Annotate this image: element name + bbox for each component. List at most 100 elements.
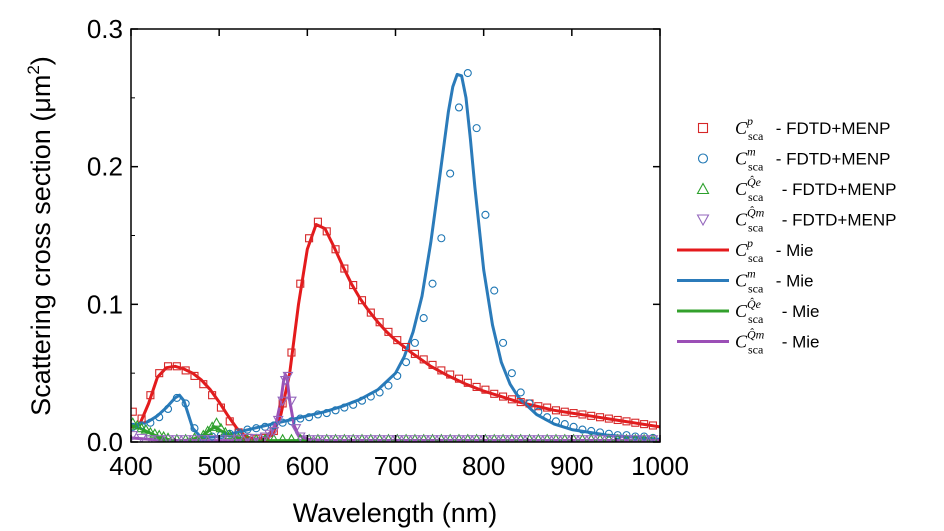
data-point <box>131 419 143 430</box>
data-point <box>383 435 394 442</box>
axes: 400 500 600 700 800 900 1000 0.0 0.1 0.2 0.3 <box>87 14 689 481</box>
legend-label: Cm sca - Mie <box>735 267 814 296</box>
data-point <box>172 393 181 402</box>
data-point <box>444 435 456 442</box>
data-point <box>131 407 137 416</box>
data-point <box>428 279 437 288</box>
data-point <box>594 435 606 442</box>
data-point <box>197 435 209 442</box>
data-point <box>472 382 481 391</box>
data-point <box>471 435 483 442</box>
legend-marker <box>697 153 709 164</box>
data-point <box>282 371 294 382</box>
data-point <box>409 435 421 442</box>
data-point <box>490 389 499 398</box>
data-point <box>340 264 349 273</box>
data-point <box>454 103 464 112</box>
data-point <box>481 385 490 394</box>
x-axis-label: Wavelength (nm) <box>293 498 498 528</box>
data-point <box>155 413 164 422</box>
legend-label: Cp sca - FDTD+MENP <box>735 114 890 143</box>
data-point <box>595 413 605 422</box>
data-point <box>272 415 284 426</box>
data-point <box>286 433 297 442</box>
data-point <box>427 435 438 442</box>
data-point <box>131 422 137 431</box>
data-point <box>516 398 525 407</box>
data-point <box>199 380 208 389</box>
data-point <box>263 429 275 440</box>
data-point <box>578 410 587 419</box>
data-point <box>543 403 552 412</box>
series-line-0 <box>131 223 660 441</box>
data-point <box>638 435 650 442</box>
data-point <box>419 355 428 364</box>
data-point <box>136 422 148 433</box>
data-point <box>278 399 287 408</box>
data-point <box>356 435 368 442</box>
data-point <box>208 391 217 400</box>
data-point <box>499 392 508 401</box>
data-point <box>604 414 613 423</box>
legend-item: Cp sca - FDTD+MENP <box>697 114 890 143</box>
y-axis-label: Scattering cross section (μm2) <box>24 56 56 416</box>
plot-frame <box>130 28 661 443</box>
data-point <box>410 338 419 347</box>
data-point <box>287 348 296 357</box>
data-point <box>578 425 587 434</box>
data-point <box>621 435 632 442</box>
data-point <box>534 402 543 411</box>
data-point <box>305 234 314 243</box>
data-point <box>640 420 649 429</box>
data-point <box>375 388 384 397</box>
data-point <box>146 418 155 427</box>
data-point <box>215 422 227 433</box>
data-point <box>499 338 508 347</box>
data-point <box>507 395 516 404</box>
legend-item: CQ̂m sca - Mie <box>677 327 820 357</box>
data-point <box>330 435 341 442</box>
data-point <box>410 349 419 358</box>
data-point <box>290 424 302 434</box>
data-point <box>559 435 571 442</box>
data-point <box>648 421 657 430</box>
data-point <box>322 227 331 236</box>
data-point <box>560 407 569 416</box>
data-point <box>155 369 164 378</box>
data-point <box>216 403 225 412</box>
data-point <box>322 409 331 418</box>
legend-label: CQ̂m sca - Mie <box>735 327 820 356</box>
data-point <box>393 371 402 380</box>
data-point <box>225 417 234 426</box>
data-point <box>277 433 288 442</box>
data-point <box>490 286 499 295</box>
legend-label: Cm sca - FDTD+MENP <box>735 145 890 174</box>
data-point <box>551 417 561 426</box>
data-point <box>153 429 165 440</box>
legend-label: Cp sca - Mie <box>735 236 814 265</box>
data-point <box>488 435 500 442</box>
data-point <box>181 399 190 408</box>
data-point <box>481 210 490 219</box>
legend-item: Cp sca - Mie <box>677 236 814 265</box>
legend-item: CQ̂e sca - FDTD+MENP <box>696 175 896 204</box>
data-point <box>446 169 455 178</box>
data-point <box>180 435 192 442</box>
data-point <box>437 234 446 243</box>
data-point <box>241 433 253 442</box>
x-tick-label: 400 <box>109 451 152 481</box>
data-point <box>233 435 245 442</box>
data-point <box>418 435 430 442</box>
legend-marker <box>697 122 709 134</box>
data-point <box>400 435 412 442</box>
data-point <box>532 435 544 442</box>
data-point <box>472 124 481 133</box>
legend-label: CQ̂e sca - FDTD+MENP <box>735 175 896 204</box>
data-point <box>172 362 181 371</box>
data-point <box>550 435 562 442</box>
data-point <box>163 362 173 371</box>
data-point <box>462 435 474 442</box>
data-point <box>454 374 464 383</box>
data-point <box>211 417 222 427</box>
